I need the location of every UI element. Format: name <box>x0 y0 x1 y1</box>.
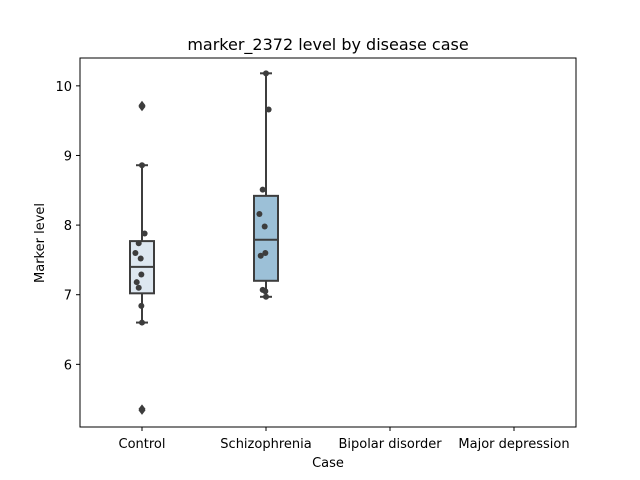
data-point <box>138 302 145 309</box>
data-point <box>263 293 269 300</box>
outlier-point <box>138 405 146 415</box>
data-point <box>141 230 148 237</box>
x-tick-label: Major depression <box>458 437 569 452</box>
data-point <box>256 210 263 217</box>
data-point <box>261 223 268 230</box>
data-point <box>262 288 269 295</box>
data-point <box>135 284 142 291</box>
y-tick-label: 6 <box>64 358 72 373</box>
plot-frame <box>79 57 577 428</box>
plot-area <box>129 70 279 415</box>
y-tick-label: 10 <box>55 80 72 95</box>
data-point <box>139 319 145 326</box>
outlier-point <box>138 102 146 112</box>
data-point <box>262 249 269 256</box>
x-tick-label: Control <box>119 437 166 452</box>
data-point <box>132 249 139 256</box>
data-point <box>138 271 145 278</box>
chart-title: marker_2372 level by disease case <box>187 35 468 55</box>
data-point <box>265 106 272 113</box>
y-axis-label: Marker level <box>33 203 48 283</box>
data-point <box>139 162 145 169</box>
y-tick-label: 9 <box>64 149 72 164</box>
data-point <box>257 252 264 259</box>
y-tick-label: 7 <box>64 289 72 304</box>
x-axis-label: Case <box>312 456 344 471</box>
axes: 6 7 8 9 10 Control Schizophrenia Bipolar disord… <box>55 57 577 452</box>
box <box>253 194 279 282</box>
data-point <box>135 240 142 247</box>
data-point <box>137 255 144 262</box>
x-tick-label: Bipolar disorder <box>338 437 442 452</box>
data-point <box>133 279 140 286</box>
data-point <box>259 186 266 193</box>
y-tick-label: 8 <box>64 219 72 234</box>
data-point <box>263 70 269 77</box>
x-tick-label: Schizophrenia <box>220 437 311 452</box>
